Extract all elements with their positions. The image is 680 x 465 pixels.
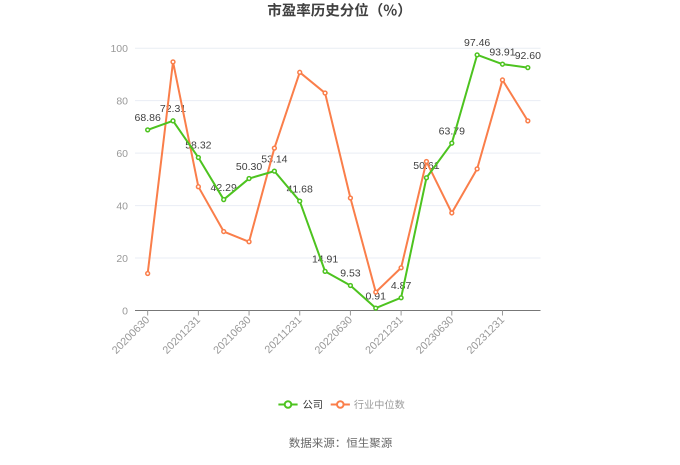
svg-text:4.87: 4.87: [391, 280, 412, 292]
svg-text:50.30: 50.30: [236, 161, 262, 173]
svg-text:68.86: 68.86: [135, 112, 161, 124]
svg-text:100: 100: [110, 43, 128, 55]
svg-text:92.60: 92.60: [515, 50, 541, 62]
svg-text:0.91: 0.91: [366, 290, 387, 302]
svg-text:14.91: 14.91: [312, 254, 338, 266]
svg-text:40: 40: [116, 200, 128, 212]
svg-text:60: 60: [116, 148, 128, 160]
svg-text:53.14: 53.14: [261, 153, 287, 165]
svg-text:93.91: 93.91: [489, 46, 515, 58]
svg-text:80: 80: [116, 95, 128, 107]
svg-text:97.46: 97.46: [464, 37, 490, 49]
svg-text:63.79: 63.79: [439, 125, 465, 137]
svg-text:42.29: 42.29: [211, 182, 237, 194]
svg-text:9.53: 9.53: [340, 268, 361, 280]
svg-text:20: 20: [116, 253, 128, 265]
svg-text:0: 0: [122, 305, 128, 317]
